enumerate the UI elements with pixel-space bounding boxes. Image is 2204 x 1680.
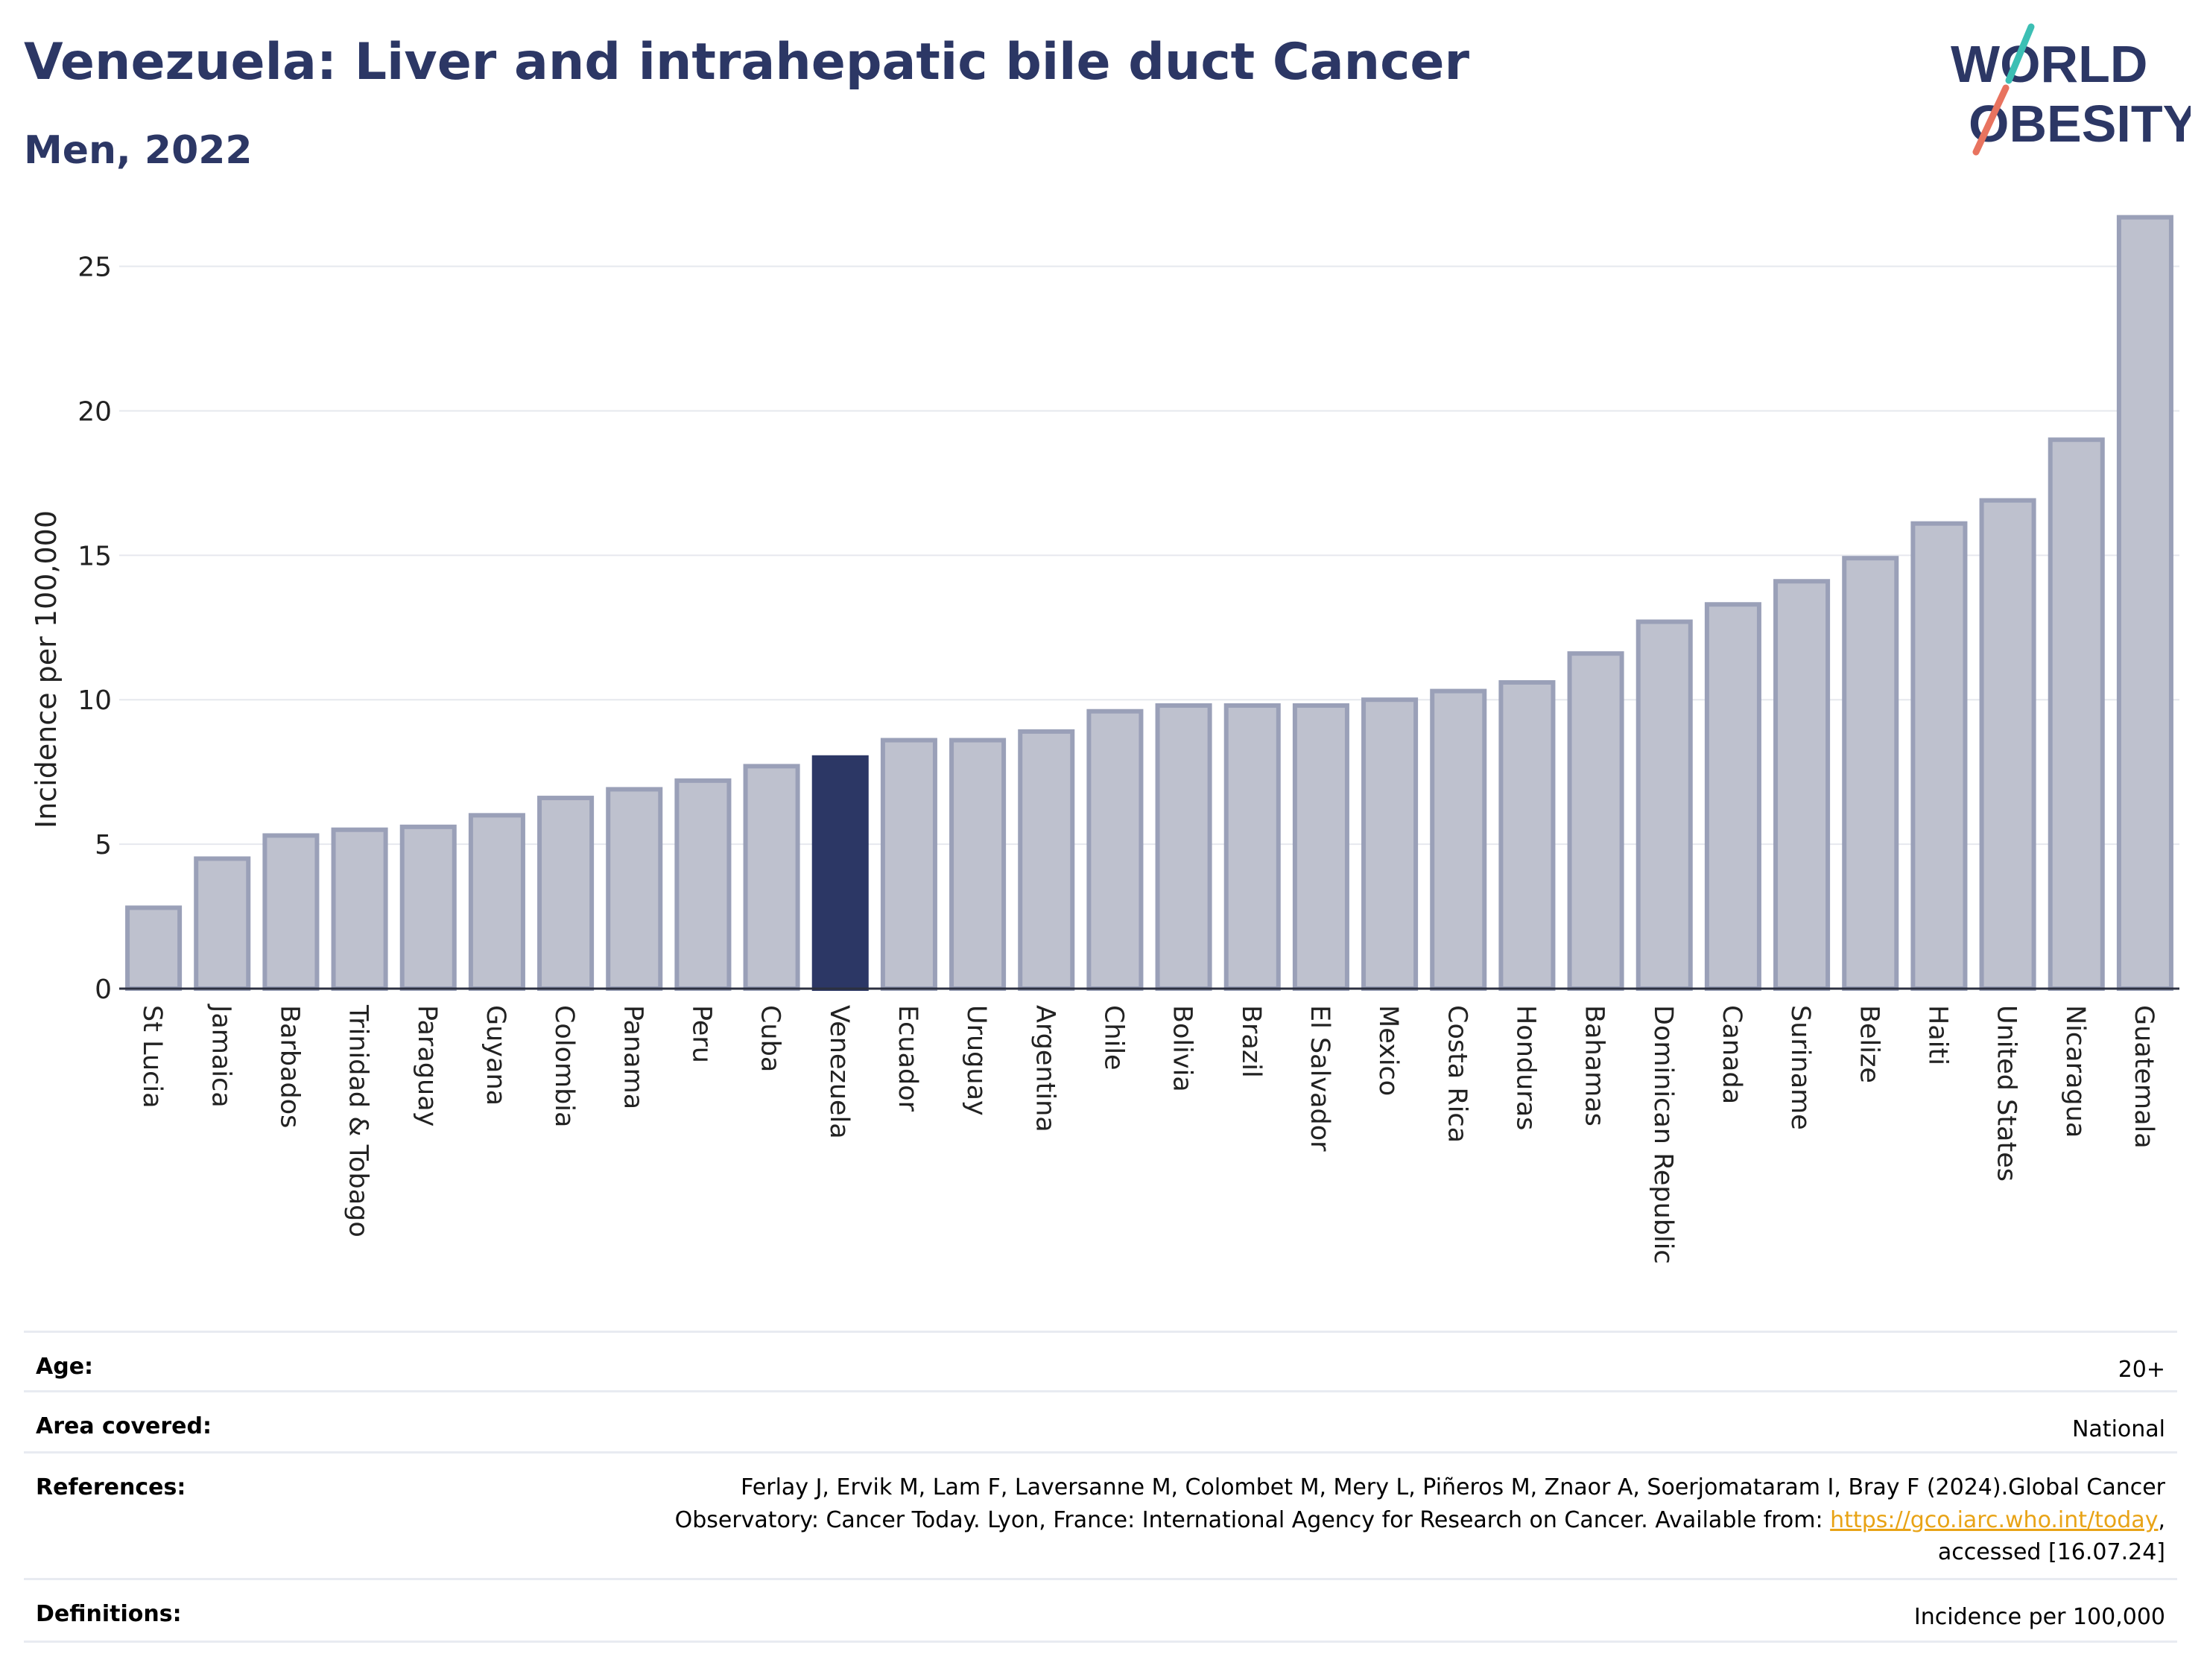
bar-nicaragua — [2048, 437, 2105, 991]
x-tick-label: Cuba — [756, 1005, 785, 1072]
bar-chile — [1086, 709, 1144, 991]
logo-slash-coral — [1972, 84, 2010, 156]
y-tick-label: 25 — [77, 253, 112, 283]
y-axis-label: Incidence per 100,000 — [30, 510, 63, 828]
references-link[interactable]: https://gco.iarc.who.int/today — [1830, 1506, 2159, 1533]
references-line2: Observatory: Cancer Today. Lyon, France:… — [674, 1506, 1831, 1533]
x-tick-label: Guyana — [481, 1005, 510, 1106]
bar-bahamas — [1567, 651, 1624, 992]
bar-united-states — [1979, 498, 2036, 991]
x-tick-label: Guatemala — [2129, 1005, 2159, 1149]
x-tick-label: Colombia — [549, 1005, 579, 1127]
bar-haiti — [1910, 521, 1968, 991]
bar-trinidad-tobago — [331, 827, 388, 991]
grid-lines — [119, 265, 2179, 846]
x-tick-label: Haiti — [1922, 1005, 1952, 1065]
bar-canada — [1704, 602, 1761, 991]
y-tick-label: 20 — [77, 396, 112, 427]
bar-brazil — [1223, 703, 1281, 991]
references-line1: Ferlay J, Ervik M, Lam F, Laversanne M, … — [741, 1474, 2165, 1500]
bar-colombia — [537, 796, 595, 991]
chart-title: Venezuela: Liver and intrahepatic bile d… — [24, 33, 1470, 92]
x-tick-label: Dominican Republic — [1648, 1005, 1678, 1264]
x-tick-label: Uruguay — [961, 1005, 991, 1116]
x-tick-label: Paraguay — [412, 1005, 442, 1126]
references-label: References: — [36, 1474, 186, 1500]
bar-venezuela — [811, 755, 869, 991]
x-tick-label: Peru — [686, 1005, 716, 1063]
bar-costa-rica — [1430, 688, 1487, 991]
age-value: 20+ — [2118, 1357, 2165, 1383]
x-tick-label: Mexico — [1373, 1005, 1403, 1096]
y-axis-ticks: 0 5 10 15 20 25 — [77, 253, 112, 1005]
x-tick-label: Argentina — [1030, 1005, 1060, 1132]
logo-slash-teal — [2005, 23, 2035, 84]
bar-cuba — [743, 764, 800, 992]
area-value: National — [2071, 1416, 2165, 1442]
x-tick-label: Ecuador — [893, 1005, 922, 1112]
meta-row-area: Area covered: National — [24, 1390, 2177, 1454]
meta-row-references: References: Ferlay J, Ervik M, Lam F, La… — [24, 1451, 2177, 1580]
chart-subtitle: Men, 2022 — [24, 128, 253, 173]
definitions-value: Incidence per 100,000 — [1913, 1604, 2165, 1630]
definitions-label: Definitions: — [36, 1601, 182, 1627]
bar-uruguay — [949, 738, 1007, 991]
meta-bottom-rule — [24, 1641, 2177, 1643]
bar-chart: 0 5 10 15 20 25 St Lucia Jamaica Barbados Trinid… — [30, 215, 2179, 1264]
bar-guyana — [468, 813, 525, 992]
bar-mexico — [1361, 697, 1419, 991]
bar-suriname — [1773, 579, 1831, 991]
x-tick-label: Trinidad & Tobago — [343, 1004, 373, 1237]
bar-paraguay — [399, 824, 457, 992]
meta-row-definitions: Definitions: Incidence per 100,000 — [24, 1578, 2177, 1643]
meta-row-age: Age: 20+ — [24, 1331, 2177, 1392]
x-tick-label: Canada — [1717, 1005, 1747, 1104]
x-tick-label: Chile — [1098, 1005, 1128, 1071]
bar-belize — [1842, 556, 1899, 991]
y-tick-label: 5 — [95, 830, 112, 860]
logo-text-obesity: OBESITY — [1969, 95, 2191, 153]
bar-ecuador — [880, 738, 937, 991]
x-tick-label: Jamaica — [206, 1004, 235, 1108]
bar-dominican-republic — [1635, 619, 1693, 991]
bar-barbados — [262, 833, 320, 991]
bar-st-lucia — [125, 905, 183, 992]
bars — [125, 215, 2173, 992]
x-tick-label: Costa Rica — [1442, 1005, 1472, 1143]
world-obesity-logo: WORLD OBESITY — [1951, 23, 2191, 156]
y-tick-label: 10 — [77, 685, 112, 716]
age-label: Age: — [36, 1354, 94, 1380]
bar-argentina — [1018, 729, 1075, 992]
x-tick-label: El Salvador — [1305, 1005, 1334, 1152]
bar-el-salvador — [1292, 703, 1349, 991]
y-tick-label: 15 — [77, 541, 112, 571]
area-label: Area covered: — [36, 1413, 212, 1439]
x-axis-labels: St Lucia Jamaica Barbados Trinidad & Tobago… — [137, 1004, 2159, 1264]
references-value: Ferlay J, Ervik M, Lam F, Laversanne M, … — [674, 1474, 2165, 1565]
x-tick-label: Nicaragua — [2060, 1005, 2090, 1138]
bar-guatemala — [2116, 215, 2173, 992]
x-tick-label: Barbados — [274, 1005, 304, 1128]
x-tick-label: Bahamas — [1580, 1005, 1609, 1126]
x-tick-label: Honduras — [1510, 1005, 1540, 1130]
bar-panama — [606, 787, 663, 992]
references-line3: accessed [16.07.24] — [1937, 1539, 2165, 1565]
bar-jamaica — [194, 856, 251, 991]
bar-honduras — [1498, 679, 1556, 991]
logo-text-world: WORLD — [1951, 35, 2147, 93]
bar-peru — [674, 778, 732, 992]
x-tick-label: Brazil — [1236, 1005, 1266, 1078]
bar-bolivia — [1155, 703, 1212, 991]
y-tick-label: 0 — [95, 974, 112, 1005]
x-tick-label: Suriname — [1785, 1005, 1815, 1130]
x-tick-label: Bolivia — [1168, 1005, 1197, 1092]
x-tick-label: St Lucia — [137, 1005, 167, 1109]
x-tick-label: Belize — [1854, 1005, 1884, 1083]
x-tick-label: Venezuela — [824, 1005, 854, 1139]
x-tick-label: Panama — [618, 1005, 647, 1109]
x-tick-label: United States — [1992, 1005, 2021, 1182]
